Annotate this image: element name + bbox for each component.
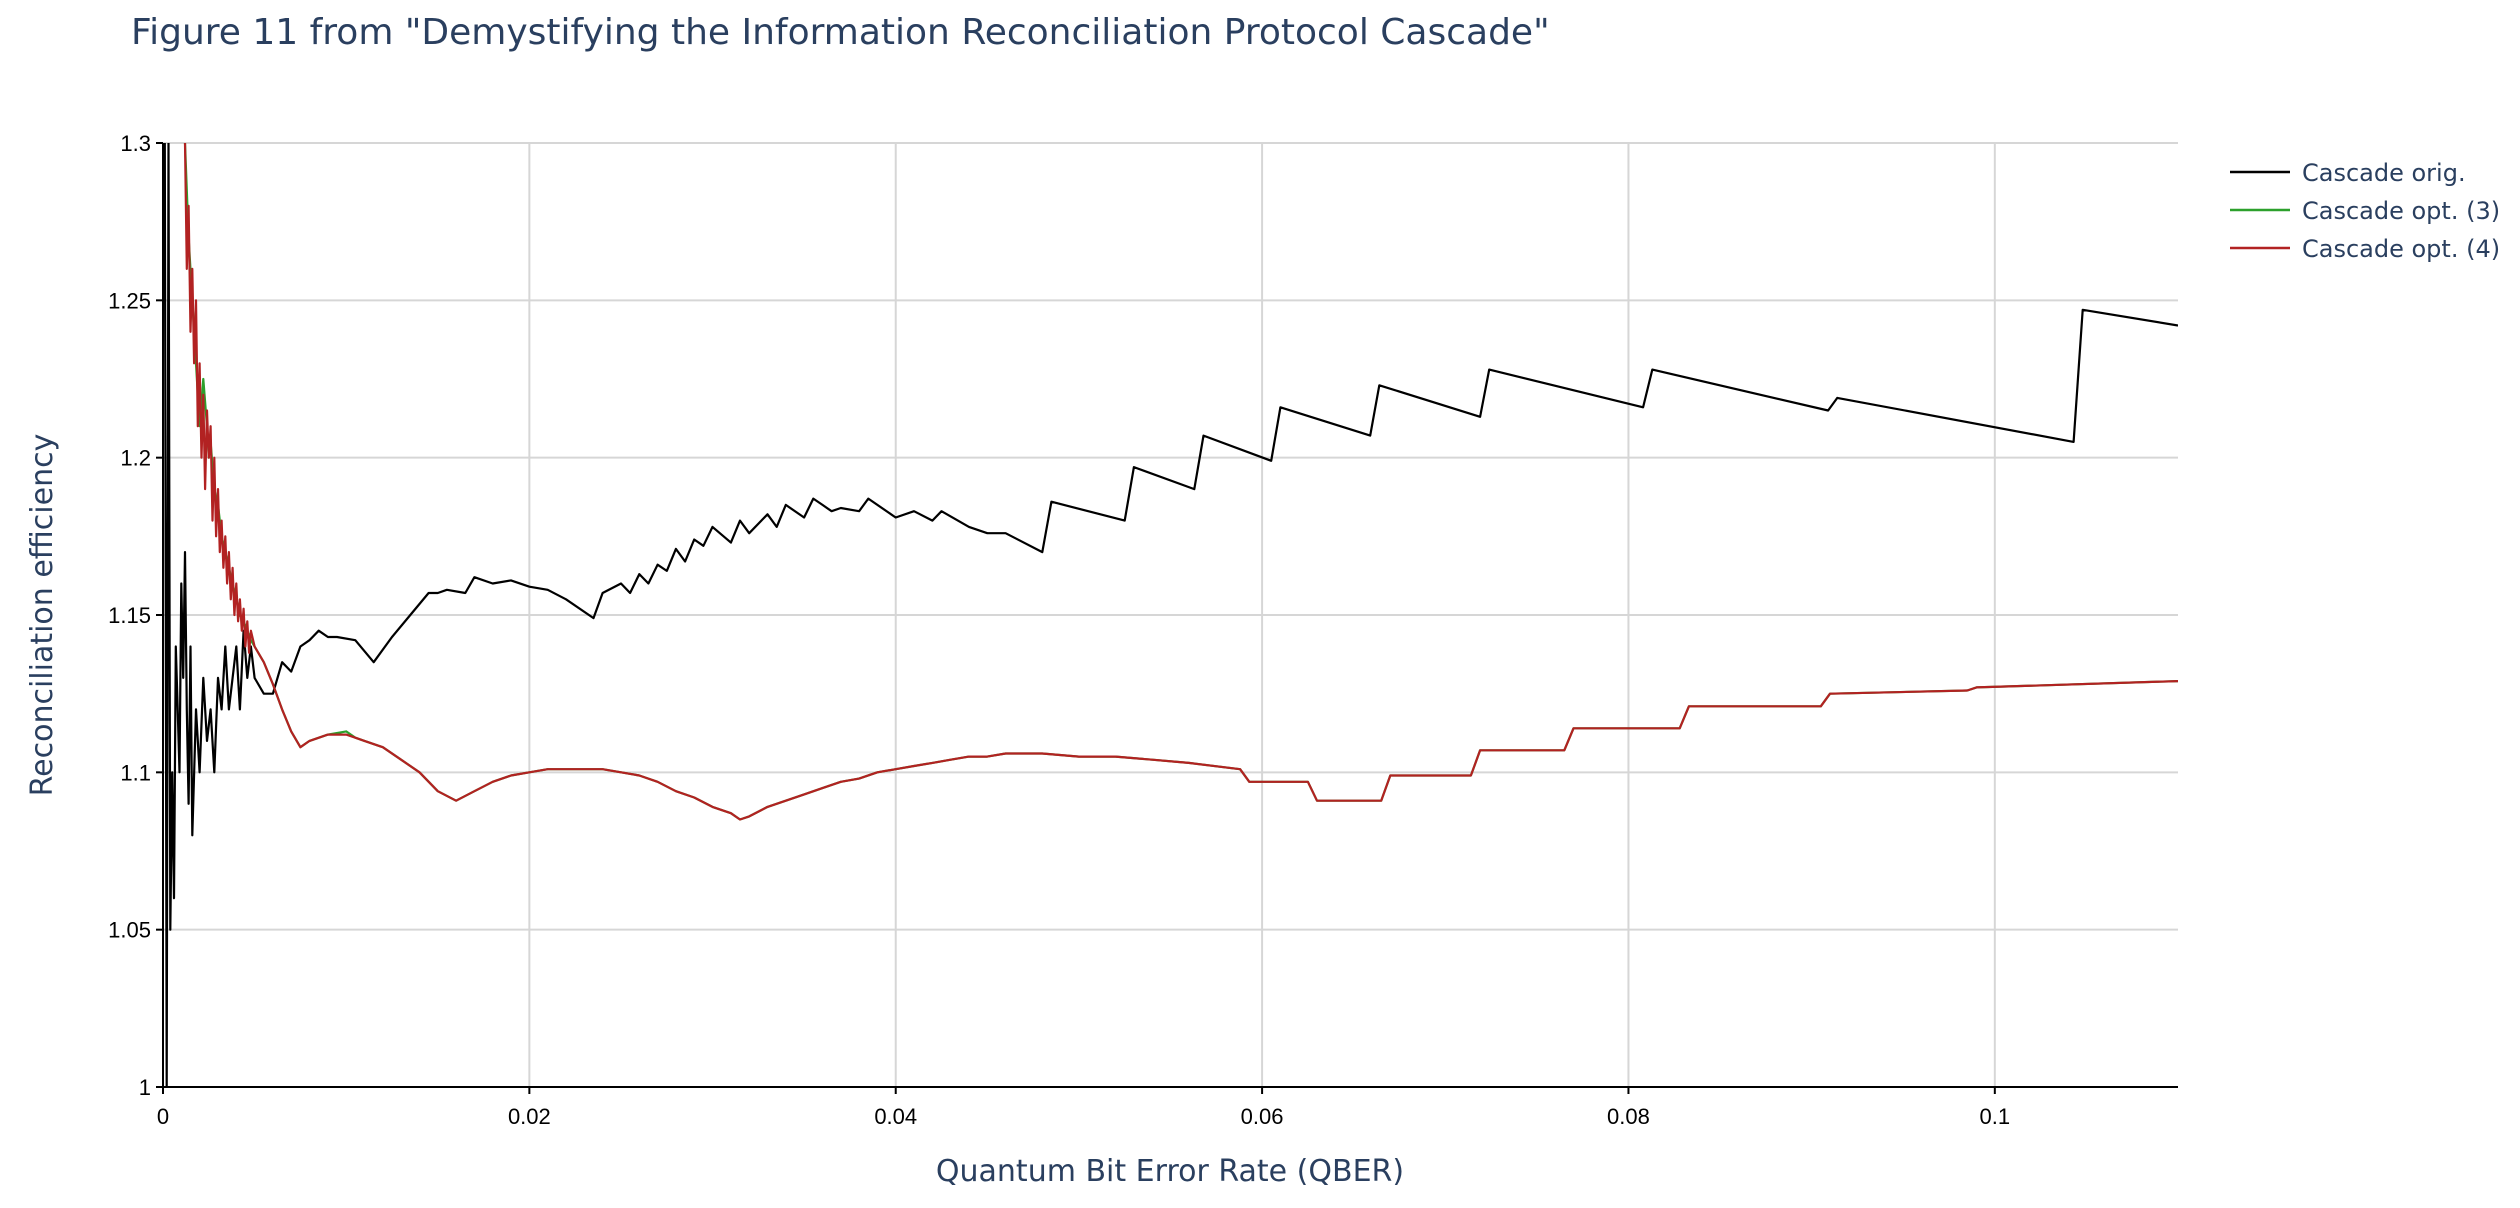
- grid: [163, 142, 2178, 1087]
- plot-area: [163, 143, 2178, 1087]
- x-tick-label: 0: [157, 1104, 169, 1129]
- legend-label: Cascade opt. (3): [2302, 197, 2500, 225]
- series-layer: [163, 143, 2178, 1087]
- legend-label: Cascade opt. (4): [2302, 235, 2500, 263]
- series-line-3: [183, 143, 2178, 821]
- x-ticks: 0 0.02 0.04 0.06 0.08 0.1: [157, 1087, 2010, 1129]
- series-line-1: [163, 143, 2178, 1087]
- series-line-2: [183, 143, 2178, 821]
- x-tick-label: 0.08: [1607, 1104, 1650, 1129]
- chart-title: Figure 11 from "Demystifying the Informa…: [131, 12, 1550, 53]
- x-tick-label: 0.06: [1241, 1104, 1284, 1129]
- y-tick-label: 1.2: [120, 446, 151, 471]
- x-axis-title: Quantum Bit Error Rate (QBER): [936, 1154, 1404, 1189]
- y-tick-label: 1.15: [108, 603, 151, 628]
- x-tick-label: 0.02: [508, 1104, 551, 1129]
- y-tick-label: 1.1: [120, 760, 151, 785]
- y-tick-label: 1.05: [108, 918, 151, 943]
- legend: Cascade orig. Cascade opt. (3) Cascade opt…: [2230, 159, 2500, 263]
- y-tick-label: 1.3: [120, 131, 151, 156]
- y-tick-label: 1.25: [108, 288, 151, 313]
- y-axis-title: Reconciliation efficiency: [25, 434, 60, 797]
- y-ticks: 1 1.05 1.1 1.15 1.2 1.25 1.3: [108, 131, 163, 1100]
- x-tick-label: 0.04: [874, 1104, 917, 1129]
- y-tick-label: 1: [139, 1075, 151, 1100]
- legend-label: Cascade orig.: [2302, 159, 2466, 187]
- x-tick-label: 0.1: [1980, 1104, 2011, 1129]
